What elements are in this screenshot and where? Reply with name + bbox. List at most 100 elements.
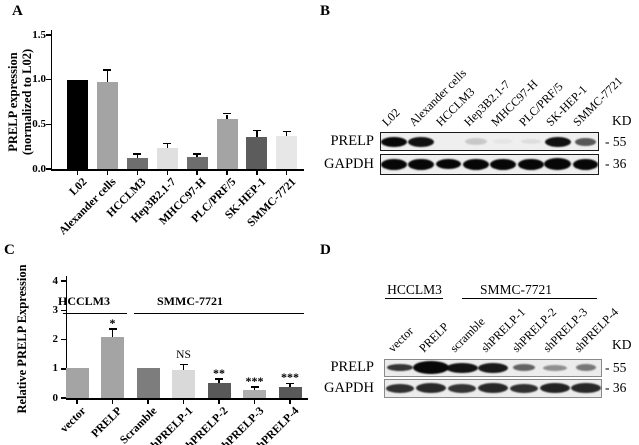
band-PRELP-PLC/PRF/5: [520, 139, 541, 144]
panel-c-x-tick: [182, 399, 185, 404]
error-bar-stem: [166, 143, 168, 149]
bar-MHCC97-H: [186, 157, 208, 169]
band-GAPDH-PRELP: [415, 383, 446, 393]
marker-label-PRELP: - 55: [605, 359, 627, 375]
panel-d-letter: D: [320, 242, 331, 258]
panel-d-kd-label: KD: [612, 337, 632, 352]
band-GAPDH-PLC/PRF/5: [517, 158, 544, 170]
lane-label-L02: L02: [378, 105, 403, 129]
panel-c-y-tick-label: 2: [52, 333, 59, 345]
error-bar-cap: [133, 153, 142, 155]
panel-c-y-axis-title: Relative PRELP Expression: [15, 264, 29, 414]
bar-HCCLM3: [126, 158, 148, 169]
panel-c-x-tick: [253, 399, 256, 404]
band-PRELP-MHCC97-H: [493, 139, 514, 144]
panel-c-y-tick: [60, 280, 66, 282]
error-bar-cap: [215, 378, 223, 380]
panel-a-y-axis-title: PRELP expression (normalized to L02): [6, 48, 34, 156]
error-bar-stem: [256, 131, 258, 137]
band-PRELP-Alexander cells: [408, 136, 435, 147]
panel-b-blot-box-GAPDH: [380, 153, 599, 175]
band-GAPDH-vector: [385, 383, 414, 393]
error-bar-cap: [252, 130, 261, 132]
band-GAPDH-shPRELP-3: [540, 383, 571, 393]
protein-label-GAPDH: GAPDH: [324, 155, 374, 172]
panel-a-x-tick: [166, 170, 168, 175]
bar-shPRELP-3: [243, 390, 266, 398]
bar-Hep3B2.1-7: [156, 148, 178, 169]
panel-a-y-axis: [50, 30, 52, 169]
error-bar-cap: [179, 363, 188, 366]
panel-c-y-tick: [60, 309, 66, 311]
band-PRELP-shPRELP-4: [576, 364, 597, 372]
error-bar-cap: [193, 153, 202, 155]
error-bar-cap: [223, 113, 231, 115]
group-label-SMMC-7721: SMMC-7721: [157, 294, 223, 308]
panel-c-x-tick: [147, 399, 149, 404]
panel-a-x-tick: [106, 170, 109, 175]
band-PRELP-shPRELP-1: [478, 362, 508, 373]
panel-c-y-tick-label: 0: [52, 391, 59, 404]
blot-group-label-HCCLM3: HCCLM3: [387, 282, 442, 297]
error-bar-stem: [182, 365, 185, 370]
bar-SMMC-7721: [276, 135, 298, 169]
protein-label-PRELP: PRELP: [330, 359, 374, 376]
band-PRELP-Hep3B2.1-7: [464, 138, 487, 145]
panel-a-x-tick: [76, 170, 79, 175]
protein-label-GAPDH: GAPDH: [324, 379, 374, 396]
error-bar-cap: [103, 69, 112, 71]
group-label-HCCLM3: HCCLM3: [58, 294, 110, 308]
panel-a-x-tick: [226, 170, 228, 175]
bar-L02: [67, 79, 88, 169]
group-line-SMMC-7721: [134, 313, 304, 315]
panel-a-y-tick-label: 0.0: [32, 162, 46, 175]
error-bar-stem: [289, 383, 291, 388]
panel-a-x-axis: [50, 169, 304, 171]
panel-c-letter: C: [4, 242, 15, 258]
significance-label: NS: [176, 349, 191, 362]
marker-label-PRELP: - 55: [605, 133, 627, 149]
error-bar-cap: [163, 142, 172, 144]
bar-Scramble: [136, 368, 160, 398]
panel-a-y-tick-label: 1.5: [32, 28, 46, 41]
lane-label-vector: vector: [384, 323, 416, 355]
panel-b-letter: B: [320, 3, 331, 19]
band-GAPDH-L02: [380, 158, 407, 170]
error-bar-cap: [282, 130, 291, 133]
panel-a-x-tick: [256, 170, 258, 175]
panel-c-y-tick-label: 1: [52, 362, 59, 375]
bar-shPRELP-4: [278, 387, 302, 398]
panel-a-y-tick: [45, 123, 51, 126]
panel-a-x-tick: [136, 170, 138, 175]
band-GAPDH-SK-HEP-1: [544, 158, 572, 170]
panel-a-y-tick: [45, 78, 51, 81]
band-PRELP-shPRELP-2: [513, 364, 536, 372]
error-bar-stem: [136, 154, 138, 159]
blot-group-underline-SMMC-7721: [462, 298, 597, 300]
panel-a-y-tick-label: 0.5: [32, 117, 46, 130]
significance-label: ***: [245, 373, 264, 388]
panel-c-x-tick: [289, 399, 291, 404]
band-PRELP-L02: [380, 136, 407, 147]
error-bar-stem: [106, 70, 109, 83]
error-bar-stem: [196, 154, 198, 158]
panel-c-y-tick: [60, 368, 66, 370]
group-line-HCCLM3: [63, 313, 127, 315]
error-bar-stem: [218, 379, 220, 384]
panel-c-x-axis: [65, 398, 308, 400]
band-GAPDH-MHCC97-H: [490, 158, 517, 170]
error-bar-cap: [286, 382, 294, 384]
band-PRELP-PRELP: [412, 361, 449, 375]
panel-c-y-tick: [60, 338, 66, 341]
protein-label-PRELP: PRELP: [330, 133, 374, 149]
band-PRELP-scramble: [445, 362, 478, 373]
significance-label: ***: [281, 369, 299, 384]
lane-label-PRELP: PRELP: [415, 319, 452, 355]
bar-vector: [65, 368, 89, 398]
panel-c-y-tick-label: 4: [52, 274, 59, 287]
band-GAPDH-SMMC-7721: [572, 158, 598, 170]
error-bar-cap: [108, 328, 117, 330]
panel-c-x-tick: [76, 399, 78, 404]
band-PRELP-shPRELP-3: [543, 364, 568, 371]
